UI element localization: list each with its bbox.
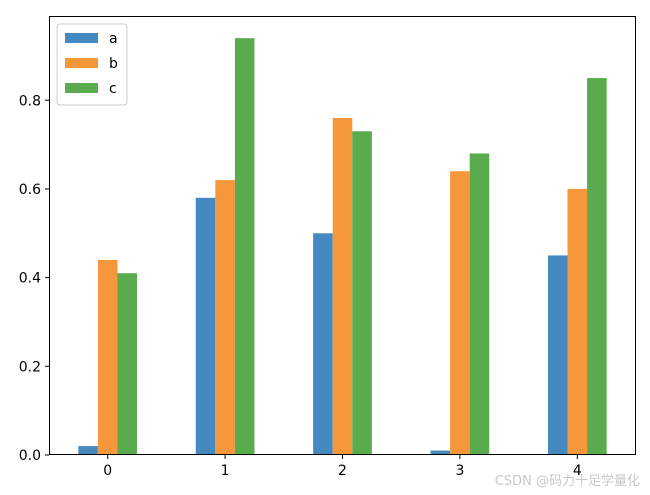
- legend-swatch-a: [65, 33, 98, 43]
- bar-b-3: [450, 171, 470, 455]
- bar-b-0: [97, 259, 118, 455]
- bar-c-0: [117, 273, 138, 455]
- bar-b-4: [567, 188, 588, 455]
- bar-a-3: [430, 450, 451, 455]
- legend-label-a: a: [109, 31, 118, 47]
- y-tick-label: 0.2: [19, 359, 41, 375]
- bar-a-0: [78, 446, 98, 455]
- bar-b-2: [332, 117, 353, 456]
- legend-label-c: c: [109, 81, 117, 97]
- bars-layer: [78, 38, 607, 456]
- watermark: CSDN @码力十足学量化: [494, 474, 640, 489]
- legend: abc: [56, 23, 128, 106]
- bar-a-4: [547, 255, 568, 455]
- bar-a-1: [195, 197, 216, 455]
- y-tick-label: 0.8: [19, 93, 41, 109]
- x-tick-label: 0: [103, 463, 112, 479]
- y-tick-label: 0.6: [19, 182, 41, 198]
- y-axis: 0.0 0.2 0.4 0.6 0.8: [19, 93, 49, 464]
- bar-c-4: [587, 78, 607, 455]
- x-tick-label: 4: [573, 463, 582, 479]
- bar-c-1: [234, 38, 255, 456]
- x-tick-label: 2: [338, 463, 347, 479]
- legend-label-b: b: [109, 56, 118, 72]
- legend-swatch-c: [65, 83, 98, 93]
- bar-b-1: [215, 180, 235, 455]
- x-tick-label: 3: [455, 463, 464, 479]
- bar-c-3: [469, 153, 490, 455]
- x-axis: 0 1 2 3 4: [103, 455, 582, 479]
- legend-swatch-b: [65, 58, 98, 68]
- plot-frame: [49, 16, 636, 455]
- x-tick-label: 1: [221, 463, 230, 479]
- bar-c-2: [352, 131, 372, 456]
- y-tick-label: 0.4: [19, 271, 41, 287]
- y-tick-label: 0.0: [19, 448, 41, 464]
- bar-a-2: [313, 233, 333, 455]
